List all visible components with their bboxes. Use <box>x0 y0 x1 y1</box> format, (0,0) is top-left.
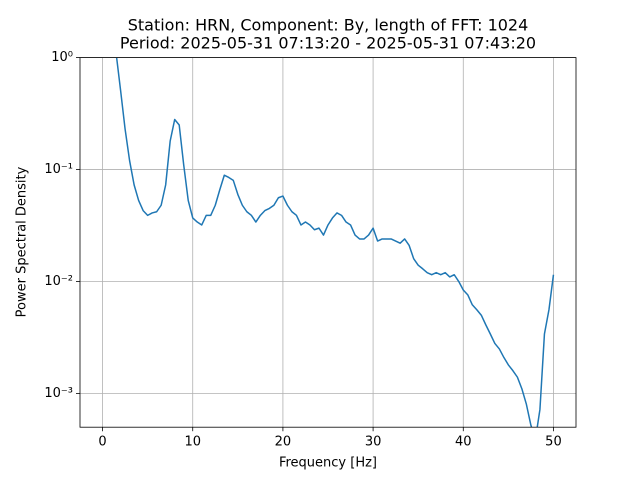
chart-subtitle: Period: 2025-05-31 07:13:20 - 2025-05-31… <box>120 34 536 53</box>
plot-frame <box>79 57 577 428</box>
y-tick-label: 10⁻² <box>44 274 73 289</box>
y-axis-label: Power Spectral Density <box>15 166 30 317</box>
x-tick-label: 30 <box>365 435 382 450</box>
x-tick-label: 50 <box>545 435 562 450</box>
x-tick-label: 40 <box>455 435 472 450</box>
x-tick-label: 10 <box>184 435 201 450</box>
y-tick-label: 10⁰ <box>51 50 73 65</box>
y-tick-label: 10⁻³ <box>44 386 73 401</box>
data-line <box>115 57 555 428</box>
y-tick-label: 10⁻¹ <box>44 162 73 177</box>
x-axis-label: Frequency [Hz] <box>279 456 377 471</box>
x-tick-label: 0 <box>98 435 106 450</box>
chart-title: Station: HRN, Component: By, length of F… <box>128 16 529 35</box>
x-tick-label: 20 <box>275 435 292 450</box>
